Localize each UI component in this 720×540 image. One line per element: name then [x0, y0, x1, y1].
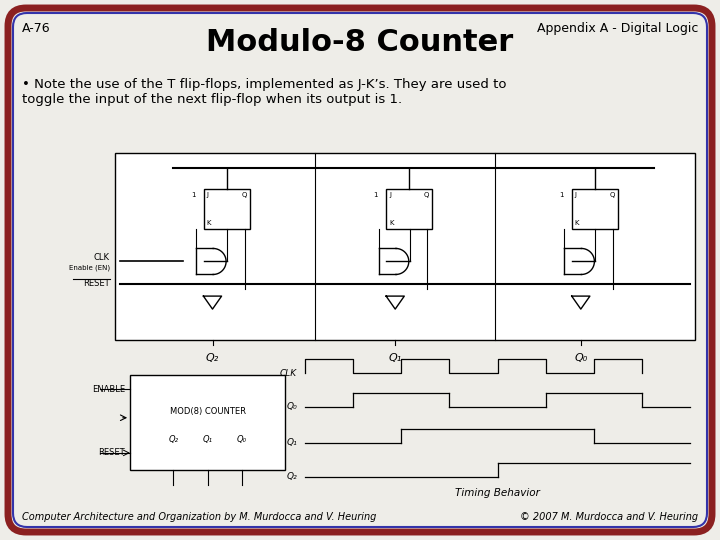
- Text: Q₁: Q₁: [287, 438, 297, 448]
- Text: ENABLE: ENABLE: [92, 384, 125, 394]
- Text: K: K: [207, 220, 211, 226]
- Text: J: J: [390, 192, 391, 198]
- Text: Modulo-8 Counter: Modulo-8 Counter: [207, 28, 513, 57]
- Text: RESET: RESET: [84, 279, 110, 288]
- Bar: [204, 189, 250, 229]
- Text: A-76: A-76: [22, 22, 50, 35]
- Text: • Note the use of the T flip-flops, implemented as J-K’s. They are used to: • Note the use of the T flip-flops, impl…: [22, 78, 506, 91]
- Text: CLK: CLK: [94, 253, 110, 262]
- Text: K: K: [390, 220, 394, 226]
- Text: toggle the input of the next flip-flop when its output is 1.: toggle the input of the next flip-flop w…: [22, 93, 402, 106]
- Text: MOD(8) COUNTER: MOD(8) COUNTER: [169, 407, 246, 416]
- Text: Q: Q: [609, 192, 615, 198]
- Text: Timing Behavior: Timing Behavior: [455, 488, 540, 498]
- Text: J: J: [207, 192, 209, 198]
- FancyBboxPatch shape: [8, 8, 712, 532]
- Text: 1: 1: [191, 192, 196, 198]
- Bar: [115, 153, 695, 340]
- Text: K: K: [575, 220, 580, 226]
- Text: Appendix A - Digital Logic: Appendix A - Digital Logic: [536, 22, 698, 35]
- Text: Enable (EN): Enable (EN): [69, 264, 110, 271]
- Text: Q₂: Q₂: [168, 435, 179, 444]
- Text: RESET: RESET: [99, 448, 125, 457]
- Text: Q₂: Q₂: [206, 353, 219, 363]
- Text: Q: Q: [424, 192, 429, 198]
- Bar: [130, 375, 285, 470]
- Text: Q₁: Q₁: [202, 435, 212, 444]
- Text: Q₀: Q₀: [287, 402, 297, 411]
- Text: 1: 1: [374, 192, 378, 198]
- Text: Q₀: Q₀: [237, 435, 246, 444]
- Bar: [572, 189, 618, 229]
- Text: Q₂: Q₂: [287, 472, 297, 482]
- Text: Q₁: Q₁: [389, 353, 402, 363]
- Text: © 2007 M. Murdocca and V. Heuring: © 2007 M. Murdocca and V. Heuring: [520, 512, 698, 522]
- Text: Computer Architecture and Organization by M. Murdocca and V. Heuring: Computer Architecture and Organization b…: [22, 512, 377, 522]
- Text: Q₀: Q₀: [574, 353, 588, 363]
- Bar: [386, 189, 432, 229]
- Text: CLK: CLK: [280, 368, 297, 377]
- Text: Q: Q: [241, 192, 246, 198]
- Text: 1: 1: [559, 192, 564, 198]
- Text: J: J: [575, 192, 577, 198]
